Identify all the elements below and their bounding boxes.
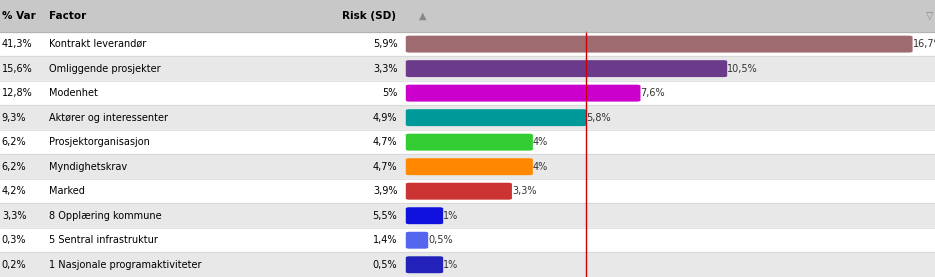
Bar (0, 203, 935, 228)
Text: 5%: 5% (382, 88, 397, 98)
Text: 3,3%: 3,3% (2, 211, 26, 221)
Text: ▲: ▲ (419, 11, 426, 21)
Text: 5,5%: 5,5% (373, 211, 397, 221)
FancyBboxPatch shape (406, 232, 428, 249)
Text: 3,3%: 3,3% (373, 64, 397, 74)
Text: 4,9%: 4,9% (373, 113, 397, 123)
Text: 41,3%: 41,3% (2, 39, 33, 49)
Text: Prosjektorganisasjon: Prosjektorganisasjon (49, 137, 150, 147)
Text: 1%: 1% (443, 211, 458, 221)
FancyBboxPatch shape (406, 207, 443, 224)
Bar (0, 105, 935, 130)
Text: 5 Sentral infrastruktur: 5 Sentral infrastruktur (49, 235, 157, 245)
Text: 4,7%: 4,7% (373, 137, 397, 147)
FancyBboxPatch shape (406, 183, 512, 200)
Text: 12,8%: 12,8% (2, 88, 33, 98)
Text: 9,3%: 9,3% (2, 113, 26, 123)
FancyBboxPatch shape (406, 85, 640, 102)
FancyBboxPatch shape (406, 256, 443, 273)
Text: 8 Opplæring kommune: 8 Opplæring kommune (49, 211, 161, 221)
Bar (0, 228, 935, 253)
Text: 0,3%: 0,3% (2, 235, 26, 245)
Text: 0,5%: 0,5% (428, 235, 453, 245)
Bar (0, 81, 935, 106)
FancyBboxPatch shape (406, 134, 533, 151)
Bar (0, 179, 935, 203)
Text: 5,9%: 5,9% (373, 39, 397, 49)
Text: 5,8%: 5,8% (586, 113, 611, 123)
Bar (0, 155, 935, 179)
Text: 15,6%: 15,6% (2, 64, 33, 74)
Text: Myndighetskrav: Myndighetskrav (49, 162, 127, 172)
Text: Omliggende prosjekter: Omliggende prosjekter (49, 64, 160, 74)
Text: 4,7%: 4,7% (373, 162, 397, 172)
Bar (0, 130, 935, 154)
Text: 6,2%: 6,2% (2, 162, 26, 172)
Text: ▽: ▽ (926, 11, 933, 21)
Text: Factor: Factor (49, 11, 86, 21)
FancyBboxPatch shape (406, 60, 727, 77)
Text: 4%: 4% (533, 137, 548, 147)
Text: 3,9%: 3,9% (373, 186, 397, 196)
Text: 4%: 4% (533, 162, 548, 172)
Bar (0, 0, 935, 32)
Text: 3,3%: 3,3% (512, 186, 537, 196)
Text: 10,5%: 10,5% (727, 64, 758, 74)
Bar (0, 32, 935, 57)
Text: 0,2%: 0,2% (2, 260, 26, 270)
Bar (0, 253, 935, 277)
Text: 1 Nasjonale programaktiviteter: 1 Nasjonale programaktiviteter (49, 260, 201, 270)
FancyBboxPatch shape (406, 36, 913, 53)
Text: Marked: Marked (49, 186, 84, 196)
Text: Modenhet: Modenhet (49, 88, 97, 98)
Text: Aktører og interessenter: Aktører og interessenter (49, 113, 167, 123)
FancyBboxPatch shape (406, 158, 533, 175)
Text: 1%: 1% (443, 260, 458, 270)
Text: 0,5%: 0,5% (373, 260, 397, 270)
Text: 4,2%: 4,2% (2, 186, 26, 196)
Text: 6,2%: 6,2% (2, 137, 26, 147)
Bar (0, 57, 935, 81)
Text: Kontrakt leverandør: Kontrakt leverandør (49, 39, 146, 49)
Text: 16,7%: 16,7% (913, 39, 935, 49)
Text: Risk (SD): Risk (SD) (342, 11, 396, 21)
Text: 1,4%: 1,4% (373, 235, 397, 245)
FancyBboxPatch shape (406, 109, 586, 126)
Text: % Var: % Var (2, 11, 36, 21)
Text: 7,6%: 7,6% (640, 88, 665, 98)
